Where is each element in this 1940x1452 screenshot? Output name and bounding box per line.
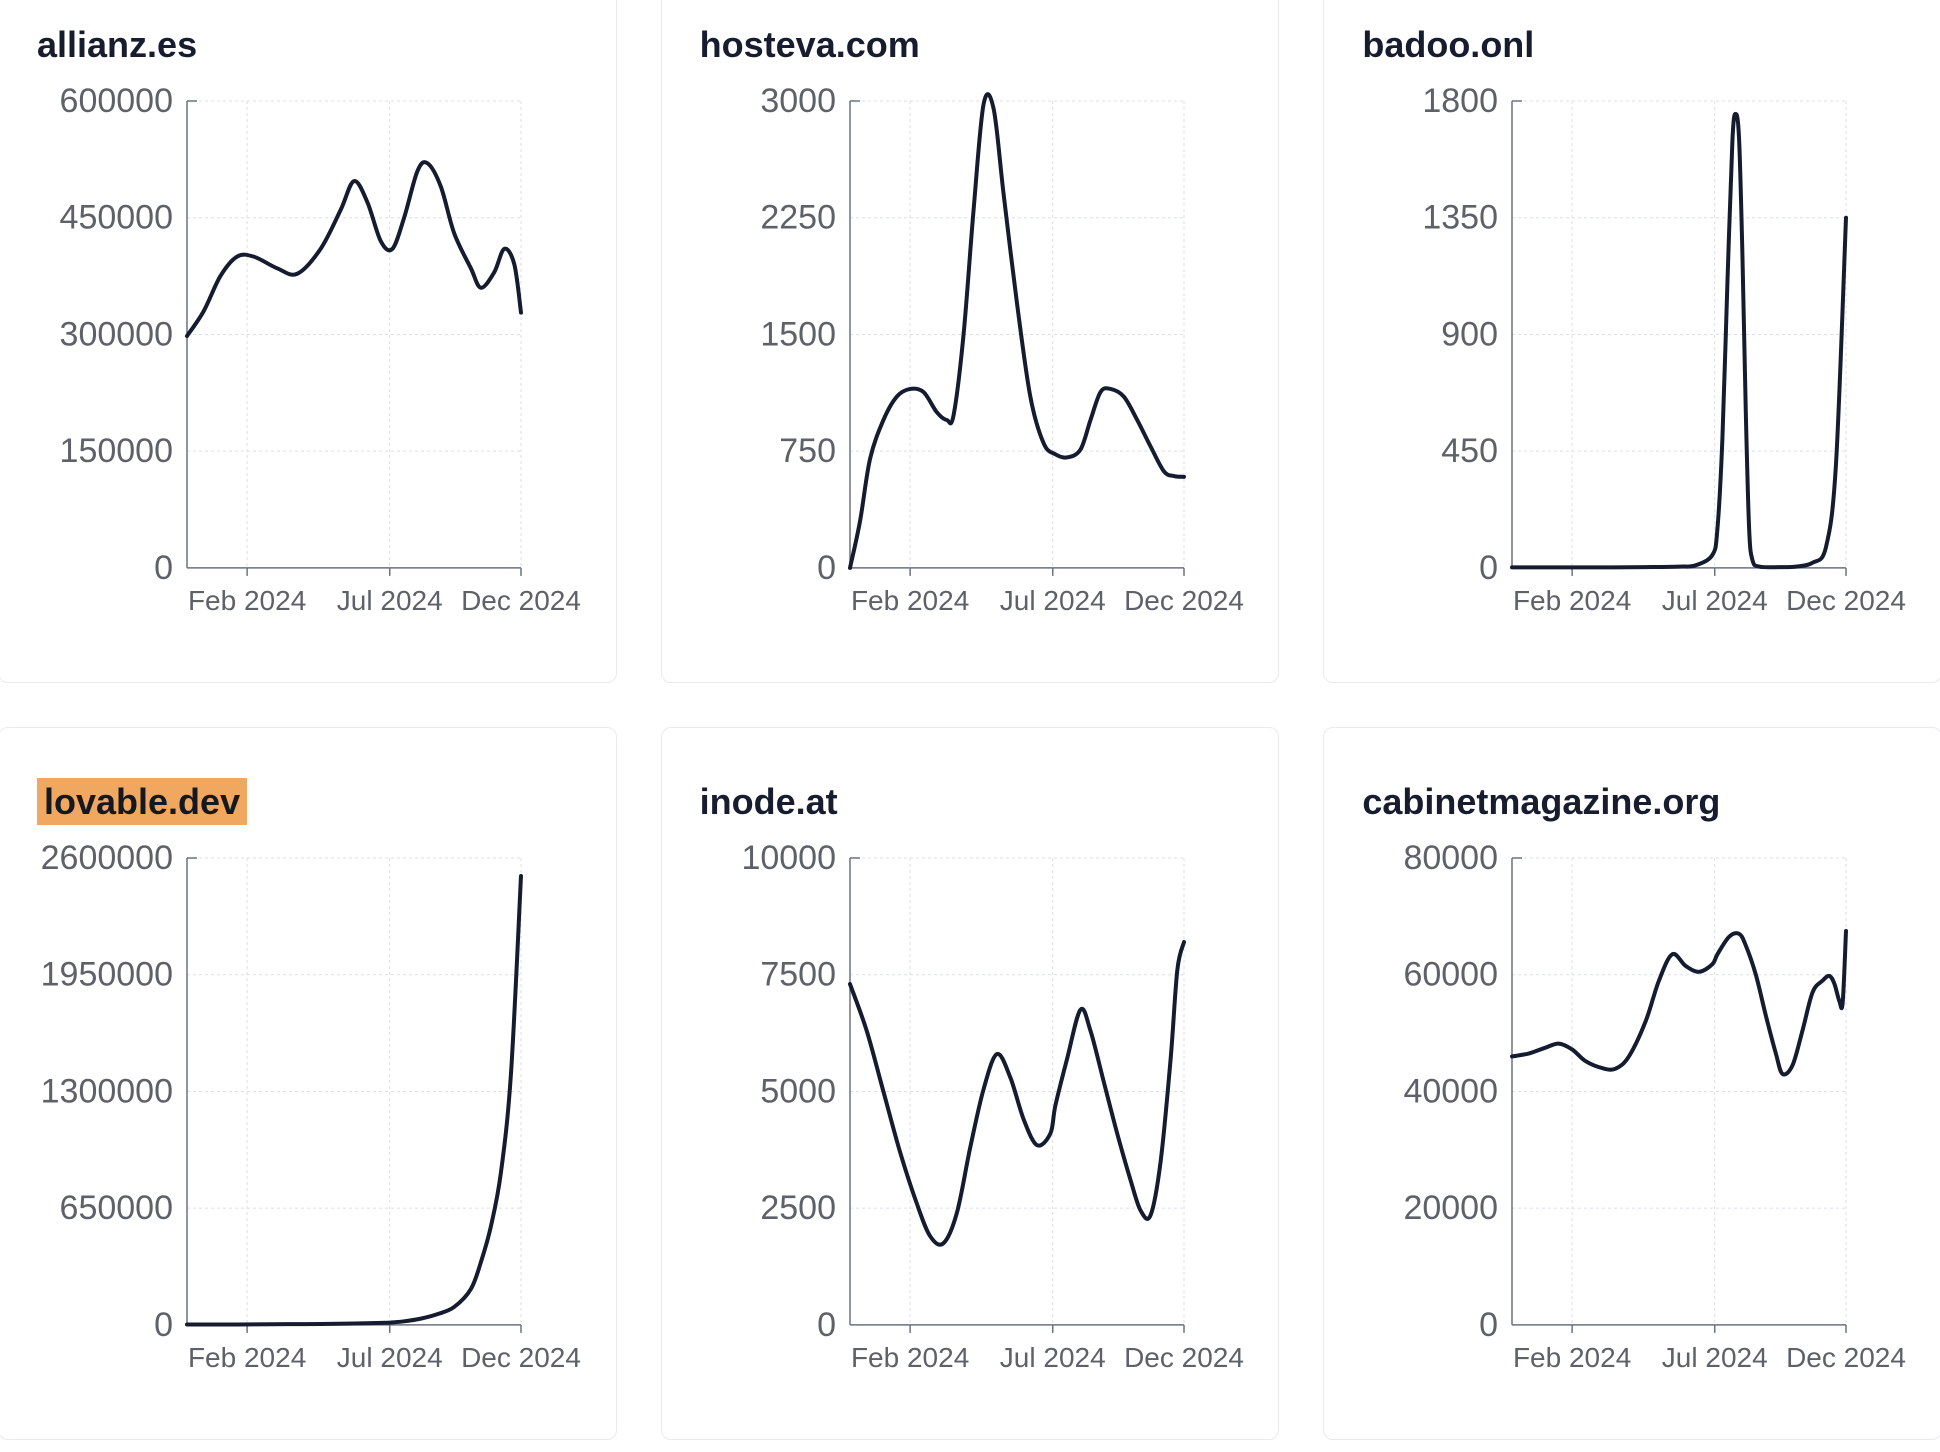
svg-text:Jul 2024: Jul 2024 (337, 1342, 443, 1373)
svg-text:450000: 450000 (60, 199, 173, 237)
svg-text:300000: 300000 (60, 315, 173, 353)
svg-text:Feb 2024: Feb 2024 (1513, 585, 1631, 616)
svg-text:60000: 60000 (1404, 956, 1499, 994)
svg-text:650000: 650000 (60, 1189, 173, 1227)
svg-text:900: 900 (1442, 315, 1499, 353)
svg-text:1350: 1350 (1423, 199, 1499, 237)
svg-text:150000: 150000 (60, 432, 173, 470)
svg-text:7500: 7500 (760, 956, 836, 994)
svg-text:Dec 2024: Dec 2024 (461, 1342, 581, 1373)
svg-text:Jul 2024: Jul 2024 (1662, 585, 1768, 616)
svg-text:80000: 80000 (1404, 839, 1499, 877)
svg-text:0: 0 (817, 1306, 836, 1344)
svg-text:0: 0 (817, 549, 836, 587)
svg-text:1950000: 1950000 (41, 956, 173, 994)
svg-text:1300000: 1300000 (41, 1072, 173, 1110)
svg-text:Dec 2024: Dec 2024 (1124, 585, 1244, 616)
svg-text:10000: 10000 (741, 839, 836, 877)
svg-text:0: 0 (154, 549, 173, 587)
svg-text:Feb 2024: Feb 2024 (188, 1342, 306, 1373)
svg-text:Dec 2024: Dec 2024 (1124, 1342, 1244, 1373)
svg-text:2250: 2250 (760, 199, 836, 237)
svg-text:Dec 2024: Dec 2024 (1786, 585, 1906, 616)
svg-text:Dec 2024: Dec 2024 (461, 585, 581, 616)
svg-text:2600000: 2600000 (41, 839, 173, 877)
svg-text:Feb 2024: Feb 2024 (851, 1342, 969, 1373)
svg-text:5000: 5000 (760, 1072, 836, 1110)
svg-text:Jul 2024: Jul 2024 (1662, 1342, 1768, 1373)
svg-text:Feb 2024: Feb 2024 (1513, 1342, 1631, 1373)
svg-text:20000: 20000 (1404, 1189, 1499, 1227)
svg-text:Jul 2024: Jul 2024 (999, 1342, 1105, 1373)
svg-text:2500: 2500 (760, 1189, 836, 1227)
svg-text:40000: 40000 (1404, 1072, 1499, 1110)
svg-text:1500: 1500 (760, 315, 836, 353)
svg-text:Dec 2024: Dec 2024 (1786, 1342, 1906, 1373)
svg-text:0: 0 (1479, 1306, 1498, 1344)
svg-text:0: 0 (154, 1306, 173, 1344)
svg-text:1800: 1800 (1423, 82, 1499, 120)
svg-text:Feb 2024: Feb 2024 (851, 585, 969, 616)
svg-text:Jul 2024: Jul 2024 (999, 585, 1105, 616)
svg-text:600000: 600000 (60, 82, 173, 120)
svg-text:3000: 3000 (760, 82, 836, 120)
svg-text:Jul 2024: Jul 2024 (337, 585, 443, 616)
svg-text:0: 0 (1479, 549, 1498, 587)
svg-text:Feb 2024: Feb 2024 (188, 585, 306, 616)
svg-text:450: 450 (1442, 432, 1499, 470)
svg-text:750: 750 (779, 432, 836, 470)
